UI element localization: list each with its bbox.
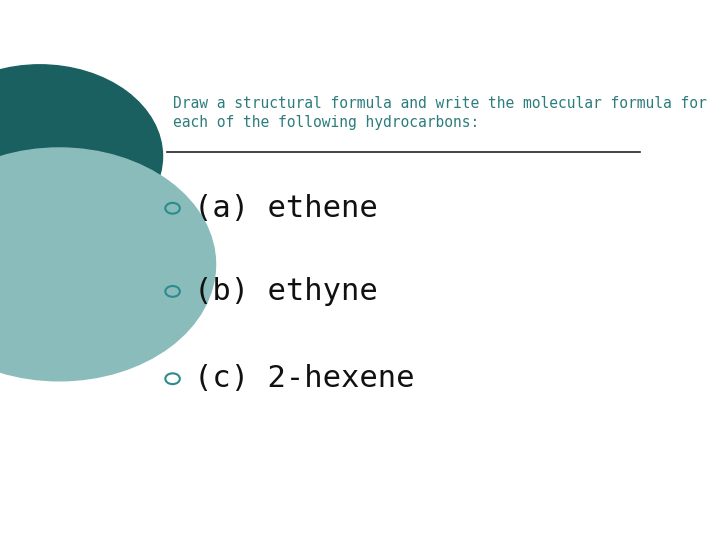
Circle shape xyxy=(0,65,163,248)
Text: (b) ethyne: (b) ethyne xyxy=(194,277,377,306)
Text: (a) ethene: (a) ethene xyxy=(194,194,377,223)
Text: Draw a structural formula and write the molecular formula for
each of the follow: Draw a structural formula and write the … xyxy=(173,96,706,130)
Text: (c) 2-hexene: (c) 2-hexene xyxy=(194,364,414,393)
Circle shape xyxy=(0,148,215,381)
